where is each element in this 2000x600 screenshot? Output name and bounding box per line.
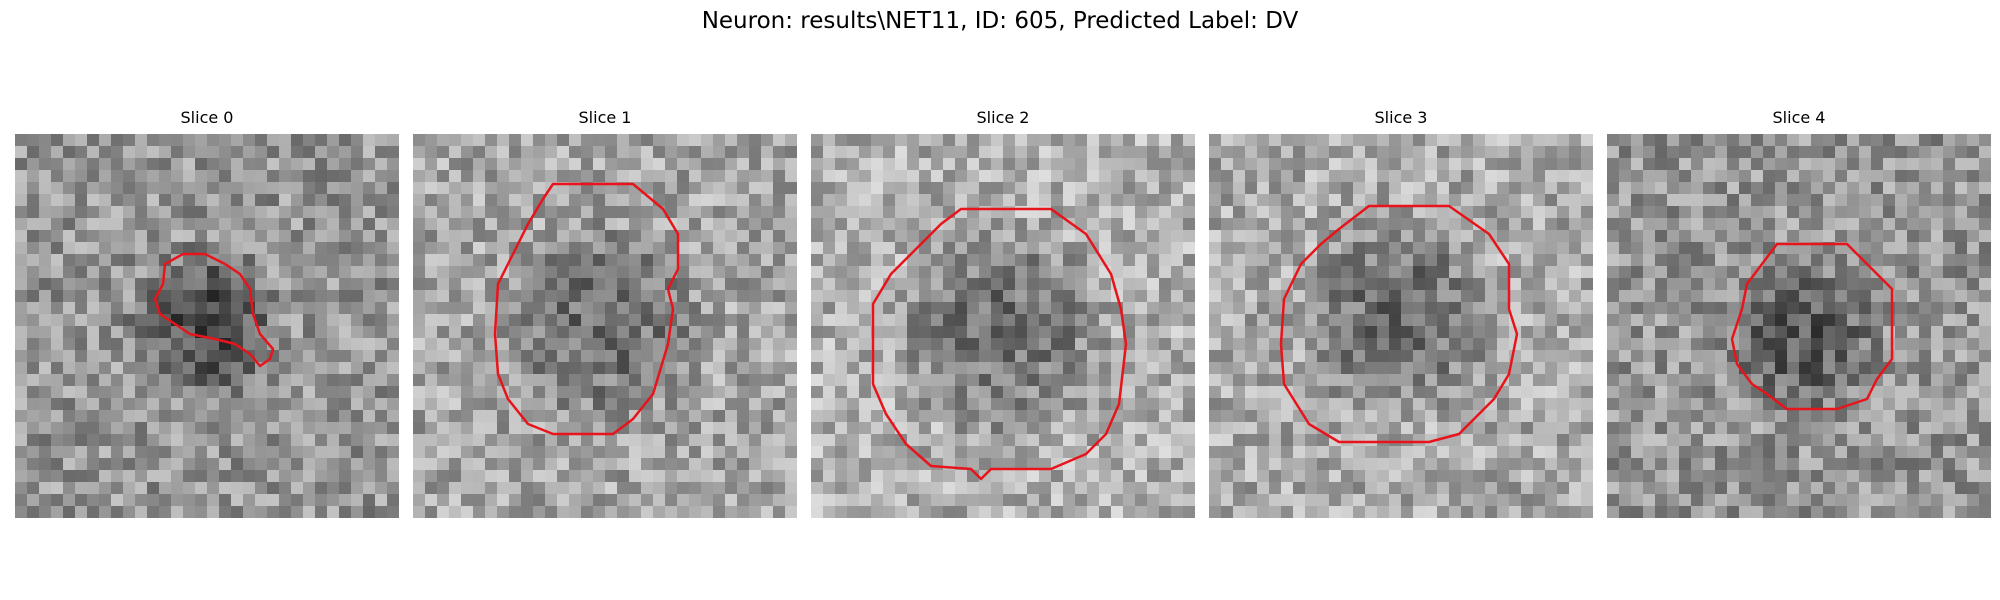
slice-title: Slice 2 [976,108,1030,127]
segmentation-contour [871,207,1128,481]
figure-title: Neuron: results\NET11, ID: 605, Predicte… [701,8,1299,34]
slice-image [413,134,797,518]
slice-image [1209,134,1593,518]
slice-title: Slice 0 [180,108,234,127]
segmentation-contour [153,252,275,368]
slice-image [15,134,399,518]
slice-image [1607,134,1991,518]
slice-title: Slice 1 [578,108,632,127]
segmentation-contour [1279,204,1519,444]
slice-title: Slice 3 [1374,108,1428,127]
slice-image [811,134,1195,518]
segmentation-contour [493,182,680,436]
segmentation-contour [1730,242,1894,411]
slice-title: Slice 4 [1772,108,1826,127]
